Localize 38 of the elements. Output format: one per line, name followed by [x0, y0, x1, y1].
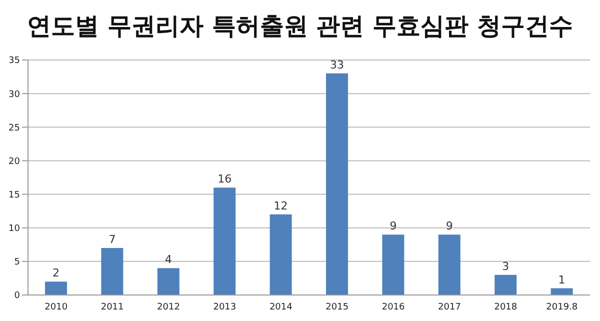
bar [382, 234, 404, 295]
y-tick-label: 15 [8, 190, 20, 200]
data-label: 2 [52, 266, 60, 280]
chart-title: 연도별 무권리자 특허출원 관련 무효심판 청구건수 [26, 11, 574, 42]
bar [45, 282, 67, 295]
y-tick-label: 10 [8, 224, 20, 234]
bar [214, 188, 236, 295]
x-tick-label: 2015 [326, 302, 349, 312]
x-tick-label: 2011 [100, 302, 124, 312]
y-tick-label: 30 [8, 90, 20, 100]
x-tick-label: 2019.8 [546, 302, 578, 312]
data-label: 12 [274, 199, 288, 212]
y-tick-label: 0 [14, 291, 20, 302]
y-tick-label: 20 [8, 156, 20, 167]
bar [101, 248, 124, 295]
bar [157, 268, 180, 295]
bar [270, 214, 292, 295]
y-tick-label: 35 [8, 56, 20, 66]
x-tick-label: 2013 [213, 302, 236, 312]
data-label: 4 [164, 253, 172, 266]
data-label: 16 [218, 172, 232, 186]
y-tick-label: 5 [14, 258, 20, 268]
x-tick-label: 2018 [494, 302, 518, 312]
x-tick-label: 2016 [382, 302, 406, 312]
data-label: 9 [390, 220, 397, 233]
data-label: 7 [108, 233, 116, 246]
x-tick-label: 2017 [438, 302, 461, 312]
bar [438, 234, 460, 295]
data-label: 1 [558, 273, 566, 286]
x-tick-label: 2012 [157, 302, 180, 312]
data-label: 3 [502, 260, 510, 273]
bar [494, 274, 517, 295]
x-tick-label: 2014 [269, 302, 293, 312]
bar [326, 73, 348, 295]
data-label: 9 [446, 220, 453, 233]
data-label: 33 [330, 58, 344, 72]
y-tick-label: 25 [8, 123, 20, 134]
x-tick-label: 2010 [44, 302, 68, 312]
